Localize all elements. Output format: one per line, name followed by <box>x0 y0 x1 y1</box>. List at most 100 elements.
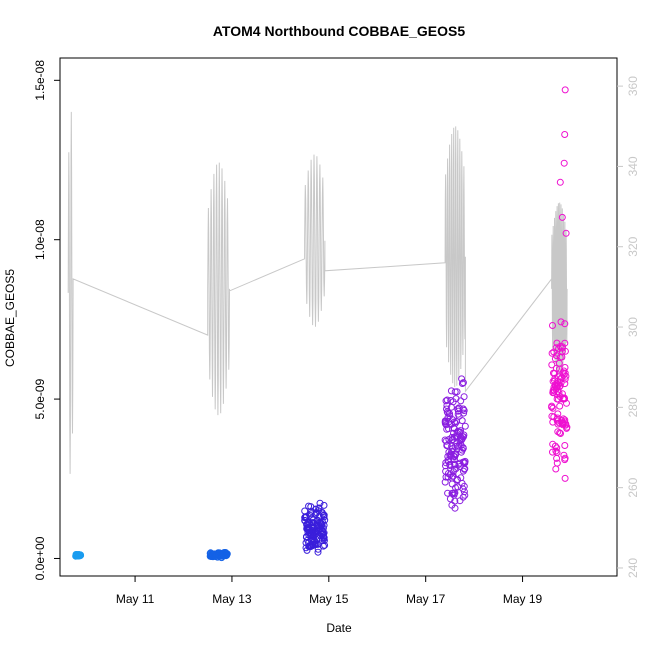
series-4 <box>548 318 571 482</box>
data-point <box>458 417 466 425</box>
y-axis-left: 0.0e+00 5.0e-09 1.0e-08 1.5e-08 <box>33 60 60 580</box>
series-0 <box>72 551 85 560</box>
data-point <box>561 320 569 328</box>
data-point <box>558 419 566 427</box>
data-point <box>560 367 568 375</box>
data-point <box>458 446 466 454</box>
data-point <box>320 501 328 509</box>
data-point <box>452 450 460 458</box>
data-point <box>558 390 566 398</box>
data-point <box>549 322 556 329</box>
data-point <box>550 389 558 396</box>
y-tick-label: 1.0e-08 <box>33 219 47 260</box>
data-point <box>445 436 453 443</box>
data-point <box>559 415 567 423</box>
data-point <box>444 489 452 497</box>
x-tick-label: May 15 <box>309 592 349 606</box>
series-3 <box>441 375 469 512</box>
data-point <box>448 436 456 444</box>
data-point <box>451 504 459 512</box>
data-point <box>301 507 309 515</box>
data-point <box>552 465 560 473</box>
data-point <box>223 550 231 558</box>
data-point <box>450 460 458 468</box>
series-1 <box>206 549 231 562</box>
data-point <box>319 533 327 541</box>
data-point <box>560 394 568 402</box>
data-point <box>461 491 469 499</box>
data-point <box>549 448 556 456</box>
data-point <box>316 499 324 507</box>
data-point <box>452 395 460 403</box>
data-point <box>461 422 469 430</box>
secondary-series-layer <box>67 111 568 474</box>
data-point <box>307 510 315 518</box>
data-point <box>458 380 466 387</box>
y2-tick-label: 240 <box>626 558 640 578</box>
data-point <box>451 443 459 451</box>
data-point <box>442 459 450 467</box>
data-point <box>554 381 562 389</box>
data-point <box>447 450 455 458</box>
data-point <box>446 471 454 479</box>
x-tick-label: May 13 <box>212 592 252 606</box>
data-point <box>548 412 556 420</box>
data-point <box>443 405 450 413</box>
data-point <box>449 489 457 497</box>
y2-tick-label: 360 <box>626 76 640 96</box>
data-point <box>302 539 310 547</box>
y-axis-right: 240 260 280 300 320 340 360 <box>617 76 640 578</box>
data-point <box>305 527 313 535</box>
data-point <box>555 359 563 367</box>
x-tick-label: May 17 <box>406 592 446 606</box>
data-point <box>548 403 556 411</box>
data-points-layer <box>72 86 571 562</box>
data-point <box>448 474 456 482</box>
y2-tick-label: 300 <box>626 317 640 337</box>
data-point <box>308 507 315 515</box>
secondary-series-line <box>67 111 568 474</box>
chart-title: ATOM4 Northbound COBBAE_GEOS5 <box>213 23 465 39</box>
data-point <box>445 418 453 426</box>
data-point <box>220 550 228 558</box>
data-point <box>314 540 322 548</box>
data-point <box>454 410 462 418</box>
data-point <box>317 519 325 527</box>
data-point <box>447 403 455 411</box>
data-point <box>552 364 560 372</box>
data-point <box>563 424 571 432</box>
data-point <box>557 430 564 437</box>
data-point <box>441 478 449 486</box>
y-tick-label: 5.0e-09 <box>33 378 47 419</box>
data-point <box>556 178 564 186</box>
data-point <box>217 552 225 560</box>
data-point <box>207 551 215 559</box>
data-point <box>555 345 563 353</box>
data-point <box>559 395 567 403</box>
data-point <box>561 442 569 449</box>
data-point <box>460 393 468 401</box>
data-point <box>555 373 563 381</box>
data-point <box>563 399 570 407</box>
data-point <box>450 425 458 432</box>
data-point <box>301 514 309 522</box>
data-point <box>548 349 556 357</box>
data-point <box>456 497 464 505</box>
y2-tick-label: 260 <box>626 477 640 497</box>
data-point <box>320 511 328 519</box>
data-point <box>548 361 556 369</box>
data-point <box>305 502 313 510</box>
data-point <box>556 402 564 410</box>
data-point <box>446 495 454 503</box>
data-point <box>557 318 565 326</box>
data-point <box>561 454 569 462</box>
data-point <box>549 377 557 385</box>
data-point <box>556 429 564 437</box>
y-tick-label: 1.5e-08 <box>33 60 47 101</box>
data-point <box>320 529 328 537</box>
data-point <box>444 457 452 464</box>
data-point <box>460 488 468 496</box>
data-point <box>549 404 557 412</box>
data-point <box>561 86 569 94</box>
